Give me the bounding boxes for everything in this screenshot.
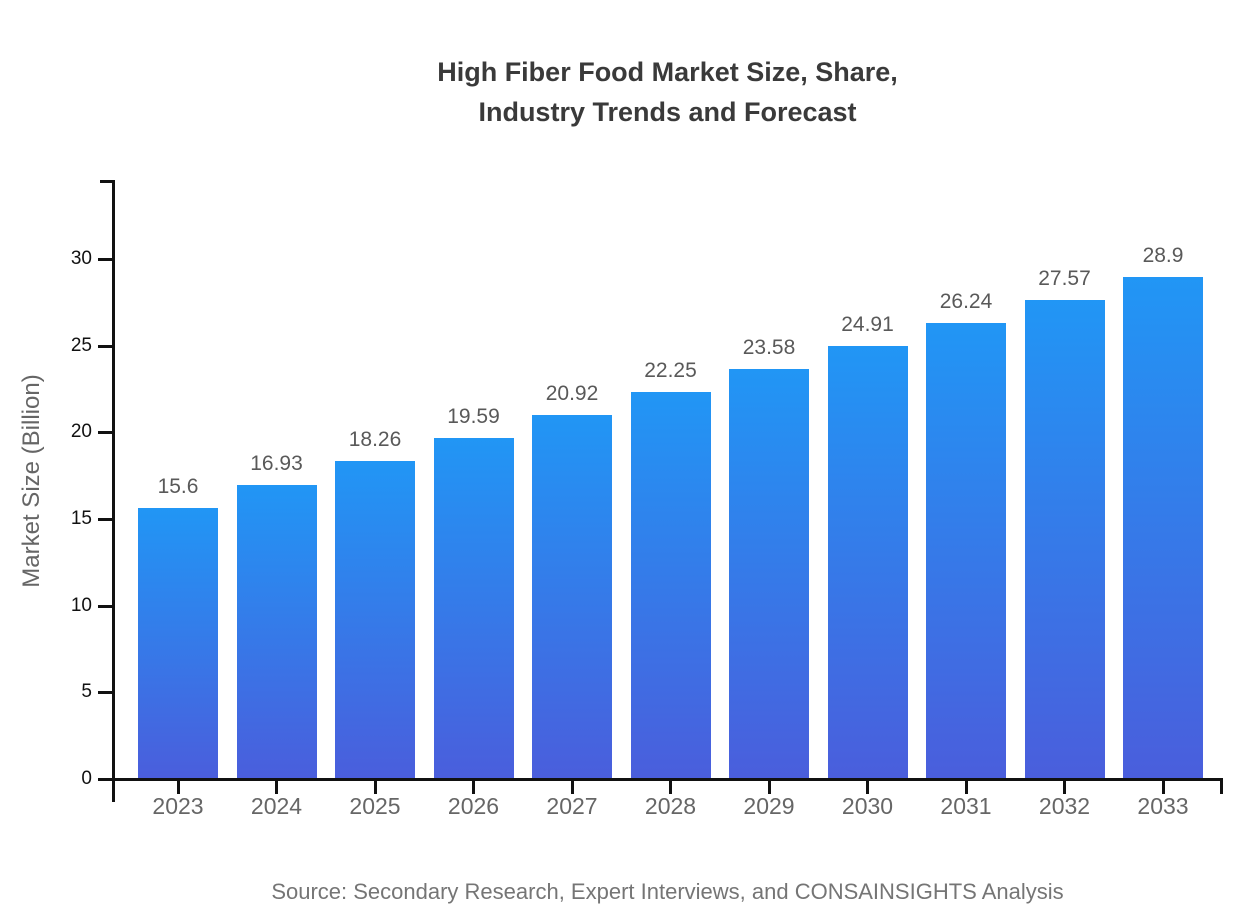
y-tick-label-10: 10 — [70, 594, 92, 616]
x-tick-label-2027: 2027 — [546, 793, 598, 819]
bar-value-label-2031: 26.24 — [939, 290, 993, 314]
bar-value-label-2029: 23.58 — [742, 336, 796, 360]
bar-value-label-2024: 16.93 — [250, 451, 303, 475]
x-tick-label-2030: 2030 — [841, 793, 894, 819]
source-note: Source: Secondary Research, Expert Inter… — [271, 879, 1064, 904]
bar-2032 — [1024, 300, 1105, 778]
x-tick-label-2032: 2032 — [1038, 793, 1091, 819]
bar-2031 — [926, 323, 1006, 778]
chart-title: High Fiber Food Market Size, Share, Indu… — [115, 52, 1220, 132]
bar-2024 — [236, 484, 317, 778]
bar-2026 — [433, 438, 514, 778]
bar-2023 — [138, 507, 218, 778]
y-tick-25 — [98, 344, 112, 348]
bar-2029 — [729, 369, 809, 778]
bar-value-label-2030: 24.91 — [841, 313, 894, 337]
x-tick-2024 — [275, 781, 278, 794]
x-tick-label-2033: 2033 — [1137, 793, 1189, 819]
bar-value-label-2025: 18.26 — [348, 428, 402, 452]
y-tick-5 — [98, 691, 112, 695]
y-tick-label-5: 5 — [81, 681, 92, 703]
x-tick-2030 — [866, 781, 869, 794]
bar-2025 — [335, 461, 415, 778]
y-axis-line — [112, 180, 115, 802]
x-tick-label-2029: 2029 — [743, 793, 795, 819]
x-tick-2033 — [1161, 781, 1165, 794]
chart-title-line2: Industry Trends and Forecast — [478, 97, 857, 127]
y-tick-20 — [98, 431, 112, 435]
y-tick-label-20: 20 — [70, 421, 92, 443]
x-tick-label-2026: 2026 — [447, 793, 500, 819]
x-axis-end-tick — [1220, 781, 1223, 794]
x-tick-2029 — [767, 781, 771, 794]
y-tick-30 — [98, 258, 112, 261]
bar-2033 — [1123, 277, 1203, 778]
y-tick-label-30: 30 — [70, 248, 92, 269]
x-tick-2027 — [570, 781, 574, 794]
bar-value-label-2028: 22.25 — [644, 359, 697, 383]
bar-value-label-2023: 15.6 — [157, 474, 199, 498]
bar-value-label-2026: 19.59 — [447, 405, 500, 429]
x-tick-2032 — [1063, 781, 1066, 794]
y-tick-label-25: 25 — [70, 334, 92, 356]
x-tick-label-2031: 2031 — [940, 793, 992, 819]
y-tick-label-0: 0 — [81, 768, 92, 789]
x-tick-2023 — [176, 781, 180, 794]
bar-value-label-2033: 28.9 — [1142, 244, 1184, 268]
y-tick-10 — [98, 604, 112, 608]
y-axis-label: Market Size (Billion) — [18, 374, 45, 588]
x-tick-label-2025: 2025 — [349, 793, 401, 819]
y-tick-label-15: 15 — [70, 508, 92, 529]
chart-title-line1: High Fiber Food Market Size, Share, — [437, 57, 898, 87]
x-tick-2026 — [472, 781, 475, 794]
bar-value-label-2032: 27.57 — [1038, 267, 1091, 291]
bar-2030 — [827, 346, 908, 778]
x-tick-label-2023: 2023 — [152, 793, 204, 819]
bar-2028 — [630, 392, 711, 778]
bar-2027 — [532, 415, 612, 778]
y-tick-15 — [98, 518, 112, 521]
y-axis-top-cap — [100, 180, 112, 183]
y-tick-0 — [98, 778, 112, 781]
x-tick-label-2028: 2028 — [644, 793, 697, 819]
bar-value-label-2027: 20.92 — [545, 382, 599, 406]
x-tick-2025 — [373, 781, 377, 794]
x-tick-2031 — [964, 781, 968, 794]
x-axis-line — [112, 778, 1223, 781]
x-tick-label-2024: 2024 — [250, 793, 303, 819]
x-tick-2028 — [669, 781, 672, 794]
